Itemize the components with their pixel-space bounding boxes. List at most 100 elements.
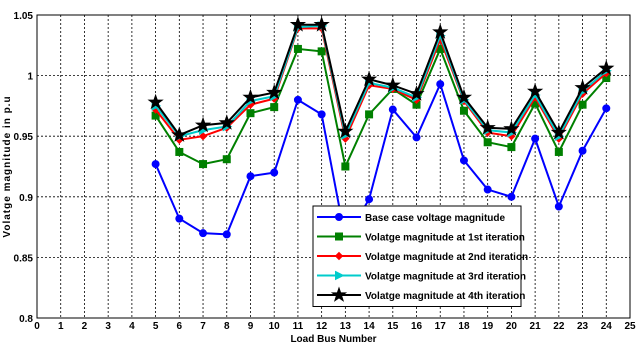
legend-marker	[334, 251, 344, 261]
data-point	[507, 143, 516, 152]
x-tick-label: 18	[458, 321, 470, 332]
data-point	[436, 80, 445, 89]
data-point	[270, 168, 279, 177]
data-point	[337, 122, 354, 139]
data-point	[198, 131, 208, 141]
data-point	[218, 114, 235, 130]
data-point	[360, 70, 378, 87]
x-tick-label: 1	[58, 321, 64, 332]
data-point	[507, 192, 516, 201]
data-point	[483, 185, 492, 194]
x-tick-label: 16	[411, 321, 423, 332]
x-tick-label: 21	[530, 321, 542, 332]
data-point	[483, 138, 492, 147]
series-3	[151, 24, 611, 145]
series-5	[147, 16, 615, 142]
legend-item: Volatge magnitude at 1st iteration	[317, 232, 525, 244]
series-line	[154, 27, 607, 142]
data-point	[503, 120, 520, 136]
data-point	[222, 230, 231, 239]
x-tick-label: 25	[624, 321, 636, 332]
data-point	[550, 124, 567, 140]
series-4	[151, 21, 612, 142]
legend-label: Volatge magnitude at 4th iteration	[365, 291, 525, 302]
data-point	[459, 156, 468, 165]
x-tick-label: 0	[34, 321, 40, 332]
data-point	[175, 147, 184, 156]
data-point	[317, 110, 326, 119]
legend-label: Base case voltage magnitude	[365, 213, 505, 224]
legend-label: Volatge magnitude at 3rd iteration	[365, 272, 526, 283]
data-point	[246, 172, 255, 181]
data-point	[266, 84, 283, 100]
x-tick-label: 15	[387, 321, 399, 332]
data-point	[365, 195, 374, 204]
x-tick-label: 20	[506, 321, 518, 332]
x-tick-label: 22	[553, 321, 565, 332]
data-point	[459, 106, 468, 115]
legend: Base case voltage magnitude Volatge magni…	[312, 205, 528, 307]
data-point	[479, 119, 496, 135]
data-point	[412, 133, 421, 142]
y-axis-label: Volatge magnitude in p.u	[2, 95, 13, 237]
data-point	[293, 95, 302, 104]
data-point	[289, 16, 307, 32]
data-point	[598, 59, 615, 76]
x-tick-label: 2	[82, 321, 88, 332]
y-tick-label: 0.9	[19, 193, 33, 204]
x-tick-label: 6	[177, 321, 183, 332]
data-point	[578, 100, 587, 109]
data-point	[455, 88, 473, 105]
data-point	[199, 229, 208, 238]
legend-item: Volatge magnitude at 4th iteration	[317, 286, 525, 302]
x-tick-label: 11	[293, 321, 304, 332]
x-tick-label: 9	[248, 321, 254, 332]
series-line	[154, 24, 607, 139]
legend-item: Volatge magnitude at 3rd iteration	[317, 270, 526, 283]
y-tick-label: 1	[27, 72, 33, 83]
legend-marker	[330, 286, 348, 302]
x-tick-label: 14	[364, 321, 376, 332]
y-tick-label: 1.05	[14, 11, 34, 22]
legend-item: Base case voltage magnitude	[317, 213, 505, 224]
legend-item: Volatge magnitude at 2nd iteration	[317, 251, 528, 263]
y-tick-label: 0.95	[14, 132, 34, 143]
data-point	[147, 93, 164, 110]
series-line	[154, 23, 607, 137]
x-tick-label: 12	[316, 321, 328, 332]
data-point	[194, 116, 212, 133]
data-point	[578, 146, 587, 155]
data-point	[175, 214, 184, 223]
x-tick-label: 19	[482, 321, 494, 332]
data-point	[365, 110, 374, 119]
x-tick-label: 3	[105, 321, 111, 332]
data-point	[317, 47, 326, 56]
legend-marker	[335, 213, 343, 221]
x-axis-label: Load Bus Number	[290, 334, 376, 345]
series-layer	[147, 16, 615, 244]
x-tick-label: 4	[129, 321, 135, 332]
data-point	[432, 23, 449, 39]
data-point	[384, 76, 401, 93]
x-tick-label: 13	[340, 321, 352, 332]
data-point	[199, 160, 208, 169]
data-point	[222, 155, 231, 164]
data-point	[171, 126, 188, 142]
legend-label: Volatge magnitude at 1st iteration	[365, 233, 525, 244]
y-tick-label: 0.85	[14, 253, 34, 264]
data-point	[246, 109, 255, 118]
data-point	[554, 202, 563, 211]
x-tick-label: 23	[577, 321, 589, 332]
data-point	[242, 88, 259, 105]
data-point	[574, 79, 591, 95]
series-line	[154, 81, 608, 243]
x-tick-label: 17	[435, 321, 447, 332]
y-tick-label: 0.8	[19, 314, 33, 325]
data-point	[408, 85, 425, 101]
data-point	[554, 147, 563, 156]
legend-marker	[335, 270, 345, 281]
x-tick-label: 8	[224, 321, 230, 332]
data-point	[531, 134, 540, 143]
data-point	[602, 104, 611, 113]
